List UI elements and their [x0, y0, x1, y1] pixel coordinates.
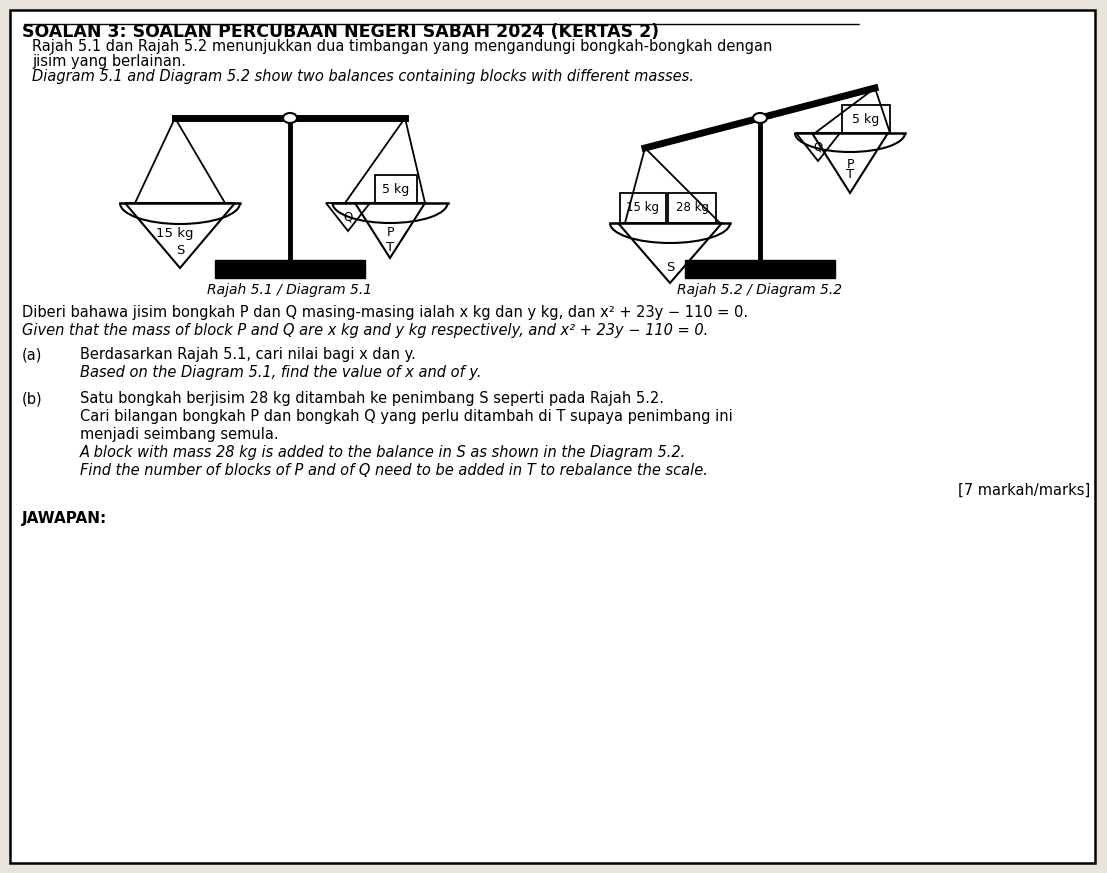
Text: 5 kg: 5 kg — [382, 182, 410, 196]
Text: JAWAPAN:: JAWAPAN: — [22, 511, 107, 526]
Text: 15 kg: 15 kg — [156, 226, 194, 239]
Text: S: S — [665, 261, 674, 274]
Text: S: S — [176, 244, 184, 257]
Text: T: T — [846, 168, 855, 181]
Text: menjadi seimbang semula.: menjadi seimbang semula. — [80, 427, 279, 442]
Bar — [842, 105, 890, 133]
Ellipse shape — [283, 113, 297, 123]
Text: T: T — [386, 241, 394, 254]
Text: (a): (a) — [22, 347, 42, 362]
Text: SOALAN 3: SOALAN PERCUBAAN NEGERI SABAH 2024 (KERTAS 2): SOALAN 3: SOALAN PERCUBAAN NEGERI SABAH … — [22, 23, 659, 41]
Text: Find the number of blocks of P and of Q need to be added in T to rebalance the s: Find the number of blocks of P and of Q … — [80, 463, 707, 478]
Text: [7 markah/marks]: [7 markah/marks] — [958, 483, 1090, 498]
Bar — [685, 260, 835, 278]
Text: P: P — [846, 159, 853, 171]
Bar — [215, 260, 365, 278]
Bar — [620, 193, 666, 223]
Text: jisim yang berlainan.: jisim yang berlainan. — [32, 54, 186, 69]
Text: Based on the Diagram 5.1, find the value of x and of y.: Based on the Diagram 5.1, find the value… — [80, 365, 482, 380]
Text: 5 kg: 5 kg — [852, 113, 880, 126]
Text: Cari bilangan bongkah P dan bongkah Q yang perlu ditambah di T supaya penimbang : Cari bilangan bongkah P dan bongkah Q ya… — [80, 409, 733, 424]
Bar — [375, 175, 417, 203]
Text: Berdasarkan Rajah 5.1, cari nilai bagi x dan y.: Berdasarkan Rajah 5.1, cari nilai bagi x… — [80, 347, 416, 362]
Text: Diagram 5.1 and Diagram 5.2 show two balances containing blocks with different m: Diagram 5.1 and Diagram 5.2 show two bal… — [32, 69, 694, 84]
Text: Given that the mass of block P and Q are x kg and y kg respectively, and x² + 23: Given that the mass of block P and Q are… — [22, 323, 708, 338]
Text: Rajah 5.2 / Diagram 5.2: Rajah 5.2 / Diagram 5.2 — [677, 283, 842, 297]
Text: (b): (b) — [22, 391, 43, 406]
Text: Q: Q — [814, 141, 823, 154]
Bar — [668, 193, 716, 223]
Text: Diberi bahawa jisim bongkah P dan Q masing-masing ialah x kg dan y kg, dan x² + : Diberi bahawa jisim bongkah P dan Q masi… — [22, 305, 748, 320]
Text: P: P — [386, 226, 394, 239]
Text: 28 kg: 28 kg — [675, 202, 708, 215]
Ellipse shape — [753, 113, 767, 123]
Text: Rajah 5.1 dan Rajah 5.2 menunjukkan dua timbangan yang mengandungi bongkah-bongk: Rajah 5.1 dan Rajah 5.2 menunjukkan dua … — [32, 39, 773, 54]
Text: 15 kg: 15 kg — [627, 202, 660, 215]
Text: Rajah 5.1 / Diagram 5.1: Rajah 5.1 / Diagram 5.1 — [207, 283, 373, 297]
Text: A block with mass 28 kg is added to the balance in S as shown in the Diagram 5.2: A block with mass 28 kg is added to the … — [80, 445, 686, 460]
Text: Q: Q — [343, 210, 353, 223]
Text: Satu bongkah berjisim 28 kg ditambah ke penimbang S seperti pada Rajah 5.2.: Satu bongkah berjisim 28 kg ditambah ke … — [80, 391, 664, 406]
